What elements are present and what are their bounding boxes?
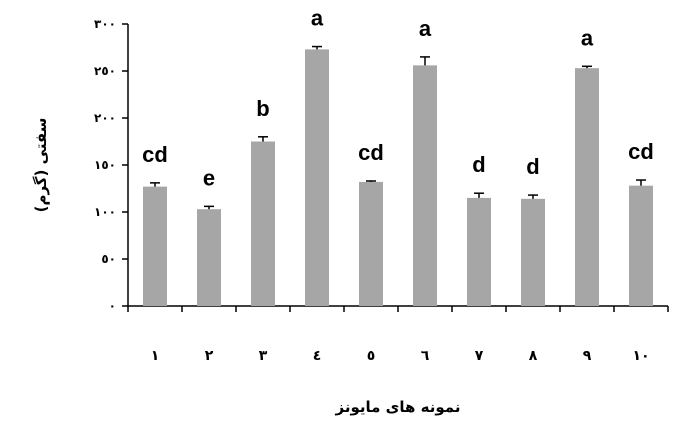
significance-letter: a <box>581 25 594 50</box>
bar <box>413 65 437 306</box>
category-labels: ١ ٢ ٣ ٤ ٥ ٦ ٧ ٨ ٩ ١٠ <box>151 348 650 364</box>
y-tick-label: ٢٥٠ <box>94 64 116 78</box>
category-label: ٣ <box>259 348 268 364</box>
y-tick-label: ٣٠٠ <box>94 17 116 31</box>
bar <box>359 181 383 306</box>
bar <box>575 68 599 307</box>
category-label: ٧ <box>475 348 484 364</box>
y-axis-title: سفتی (گرم) <box>32 118 50 213</box>
significance-letter: cd <box>628 139 654 164</box>
category-label: ٤ <box>313 348 322 364</box>
category-label: ٥ <box>367 348 376 364</box>
category-label: ٢ <box>205 348 214 364</box>
significance-letter: d <box>472 152 485 177</box>
y-tick-label: ٢٠٠ <box>94 111 116 125</box>
y-axis-ticks: ٠ ٥٠ ١٠٠ ١٥٠ ٢٠٠ ٢٥٠ ٣٠٠ <box>94 17 128 313</box>
x-axis-title: نمونه های مایونز <box>335 398 461 416</box>
significance-labels: cd e b a cd a d d a cd <box>142 6 654 191</box>
category-label: ٦ <box>421 348 430 364</box>
significance-letter: b <box>256 96 269 121</box>
category-label: ٨ <box>529 348 538 364</box>
y-tick-label: ١٠٠ <box>94 205 116 219</box>
bar <box>197 209 221 306</box>
bars <box>143 49 653 307</box>
significance-letter: cd <box>358 140 384 165</box>
bar <box>629 185 653 306</box>
bar <box>521 198 545 306</box>
error-bars <box>150 45 646 210</box>
bar <box>251 141 275 306</box>
category-label: ٩ <box>583 348 592 364</box>
significance-letter: a <box>419 16 432 41</box>
significance-letter: e <box>203 165 215 190</box>
category-label: ١ <box>151 348 160 364</box>
significance-letter: d <box>526 154 539 179</box>
x-axis-ticks <box>127 306 669 312</box>
y-tick-label: ٠ <box>109 299 116 313</box>
significance-letter: cd <box>142 142 168 167</box>
category-label: ١٠ <box>632 348 649 364</box>
significance-letter: a <box>311 6 324 31</box>
bar <box>305 49 329 306</box>
y-tick-label: ٥٠ <box>101 252 116 266</box>
bar <box>467 197 491 306</box>
y-tick-label: ١٥٠ <box>94 158 116 172</box>
bar <box>143 186 167 306</box>
